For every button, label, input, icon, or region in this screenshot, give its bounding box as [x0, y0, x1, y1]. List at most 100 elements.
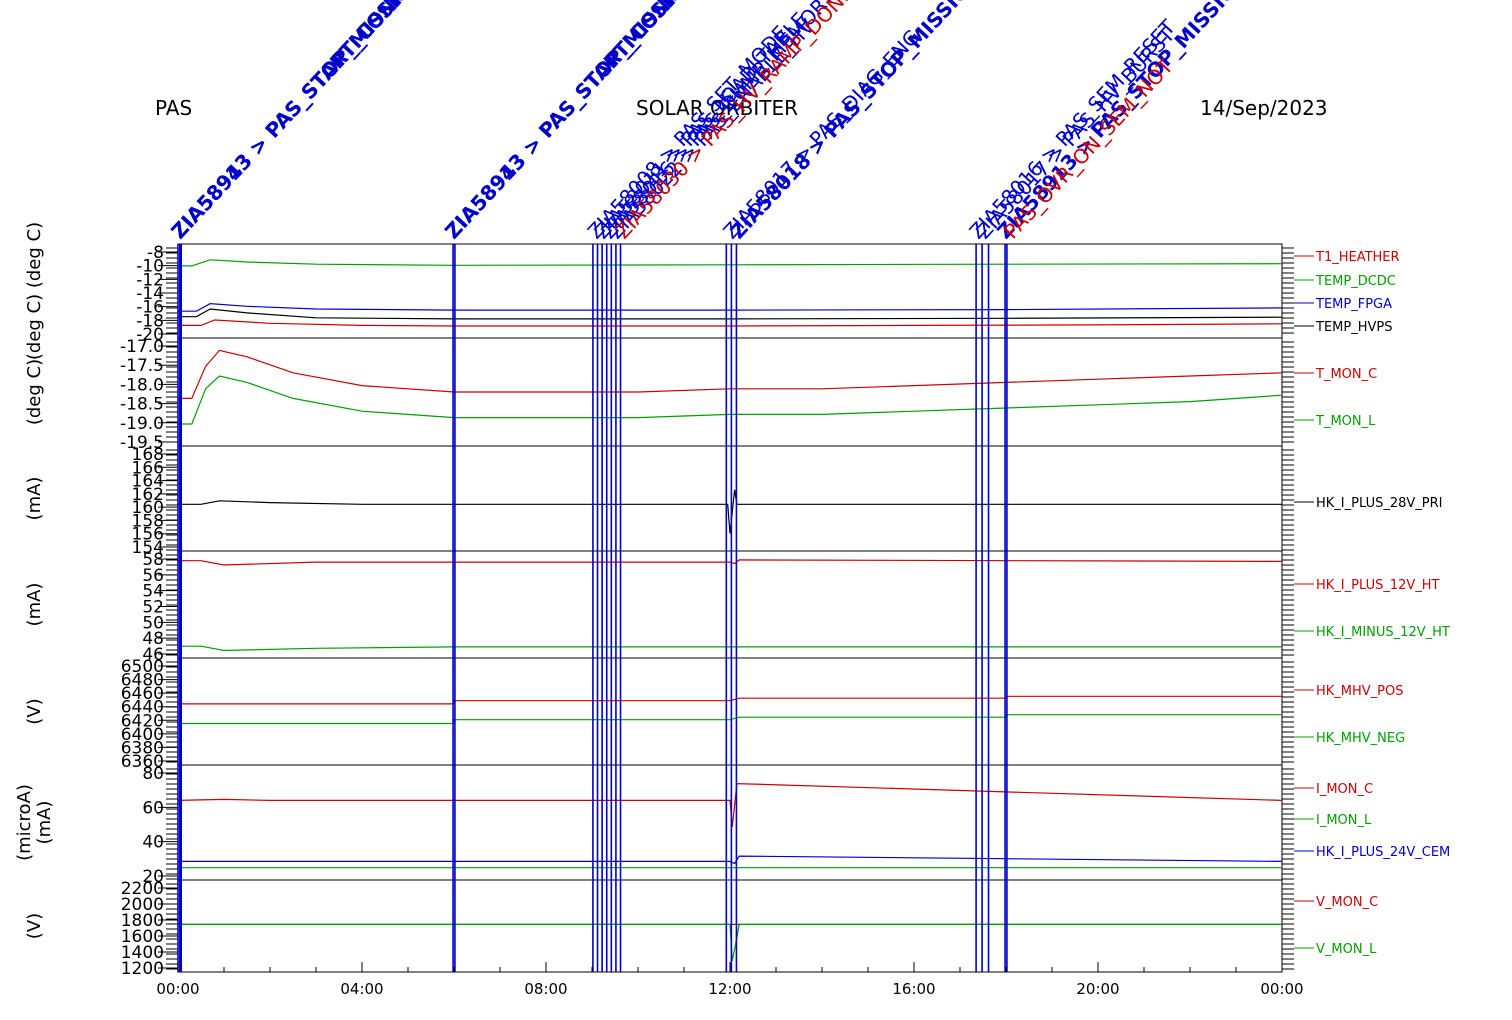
y-tick-label: 46	[142, 645, 164, 665]
series-line	[178, 259, 1283, 267]
y-tick-label: -20	[136, 325, 164, 345]
y-tick-label: 6380	[121, 738, 164, 758]
series-line	[178, 349, 1283, 399]
series-line	[178, 695, 1282, 705]
y-tick-label: -18.0	[120, 375, 164, 395]
instrument-title: PAS	[155, 96, 193, 120]
y-tick-label: 6480	[121, 671, 164, 691]
series-line	[178, 714, 1282, 725]
y-tick-label: 2200	[121, 879, 164, 899]
y-tick-label: 6500	[121, 657, 164, 677]
legend-label: HK_I_MINUS_12V_HT	[1316, 625, 1450, 640]
y-tick-label: 1400	[121, 943, 164, 963]
panel-1: -8-10-12-14-16-18-20 (deg C) (deg C) T1_HE…	[24, 222, 1400, 360]
y-tick-label: -17.5	[120, 356, 164, 376]
panels-group: -8-10-12-14-16-18-20 (deg C) (deg C) T1_HE…	[14, 222, 1450, 979]
date-title: 14/Sep/2023	[1200, 96, 1328, 120]
y-tick-label: 52	[142, 598, 164, 618]
y-tick-label: 6420	[121, 711, 164, 731]
y-tick-label: 6360	[121, 752, 164, 772]
y-tick-label: -18.5	[120, 395, 164, 415]
y-axis-label: (deg C)	[24, 359, 45, 425]
y-tick-label: 164	[132, 472, 164, 492]
y-axis-label: (mA)	[34, 801, 55, 845]
event-annotation: ZIA58943 > PAS_START_CONFIG	[166, 0, 427, 243]
x-axis: 00:00 04:00 08:00 12:00 16:00 20:00 00:00	[156, 962, 1304, 998]
legend-label: HK_MHV_NEG	[1316, 731, 1405, 746]
series-line	[178, 645, 1282, 652]
y-tick-label: -12	[136, 270, 164, 290]
y-tick-label: 20	[142, 867, 164, 887]
panel-frame	[177, 764, 1283, 881]
legend-label: HK_I_PLUS_24V_CEM	[1316, 845, 1450, 860]
y-tick-label: 156	[132, 525, 164, 545]
y-tick-label: -17.0	[120, 337, 164, 357]
legend-label: V_MON_L	[1316, 942, 1377, 957]
y-axis-label: (mA)	[24, 583, 45, 627]
legend-label: HK_I_PLUS_12V_HT	[1316, 578, 1440, 593]
y-tick-label: 1200	[121, 959, 164, 979]
legend-label: T_MON_C	[1315, 367, 1377, 382]
y-tick-label: 50	[142, 613, 164, 633]
x-tick-label: 04:00	[340, 980, 383, 998]
legend-label: HK_I_PLUS_28V_PRI	[1316, 496, 1442, 511]
y-tick-label: 168	[132, 445, 164, 465]
y-tick-label: 80	[142, 764, 164, 784]
legend-label: V_MON_C	[1316, 895, 1378, 910]
y-tick-label: 166	[132, 458, 164, 478]
y-tick-label: -14	[136, 284, 164, 304]
y-tick-label: 160	[132, 498, 164, 518]
y-axis-label: (deg C) (deg C)	[24, 222, 45, 360]
y-tick-label: 58	[142, 550, 164, 570]
panel-frame	[177, 657, 1283, 766]
y-tick-label: -16	[136, 298, 164, 318]
series-line	[178, 489, 1282, 534]
y-tick-label: -19.0	[120, 414, 164, 434]
series-line	[178, 375, 1283, 425]
mission-title: SOLAR ORBITER	[636, 96, 798, 120]
series-line	[178, 923, 1282, 962]
panel-2: -17.0-17.5-18.0-18.5-19.0-19.5 (deg C) T_M…	[24, 337, 1377, 453]
y-tick-label: 54	[142, 582, 164, 602]
y-tick-label: 6440	[121, 698, 164, 718]
y-axis-label: (mA)	[24, 477, 45, 521]
y-tick-label: -10	[136, 257, 164, 277]
x-tick-label: 12:00	[708, 980, 751, 998]
x-tick-label: 16:00	[892, 980, 935, 998]
legend-label: T_MON_L	[1315, 414, 1376, 429]
y-tick-label: 48	[142, 629, 164, 649]
panel-frame	[177, 445, 1283, 552]
x-tick-label: 20:00	[1076, 980, 1119, 998]
legend-label: T1_HEATHER	[1315, 250, 1400, 265]
panel-frame	[177, 243, 1283, 339]
x-tick-label: 08:00	[524, 980, 567, 998]
y-axis-label: (V)	[24, 698, 45, 724]
event-annotation: ZIA58017 > PAS_HV_BURST	[971, 22, 1180, 243]
y-axis-label: (V)	[24, 913, 45, 939]
legend-label: TEMP_DCDC	[1315, 274, 1396, 289]
legend-label: I_MON_C	[1316, 782, 1373, 797]
event-annotation: PAS_OVR_ON_SEM_NOT	[999, 54, 1178, 244]
legend-label: TEMP_HVPS	[1315, 320, 1392, 335]
legend-label: HK_MHV_POS	[1316, 684, 1404, 699]
series-line	[177, 782, 1283, 827]
legend-label: TEMP_FPGA	[1315, 297, 1392, 312]
x-tick-label: 00:00	[1260, 980, 1303, 998]
y-tick-label: -19.5	[120, 433, 164, 453]
panel-frame	[177, 337, 1283, 447]
series-line	[178, 559, 1283, 566]
x-tick-label: 00:00	[156, 980, 199, 998]
y-tick-label: 2000	[121, 895, 164, 915]
y-tick-label: -18	[136, 311, 164, 331]
panel-frame	[177, 550, 1283, 659]
y-tick-label: 158	[132, 511, 164, 531]
y-tick-label: 154	[132, 538, 164, 558]
y-tick-label: 60	[142, 798, 164, 818]
